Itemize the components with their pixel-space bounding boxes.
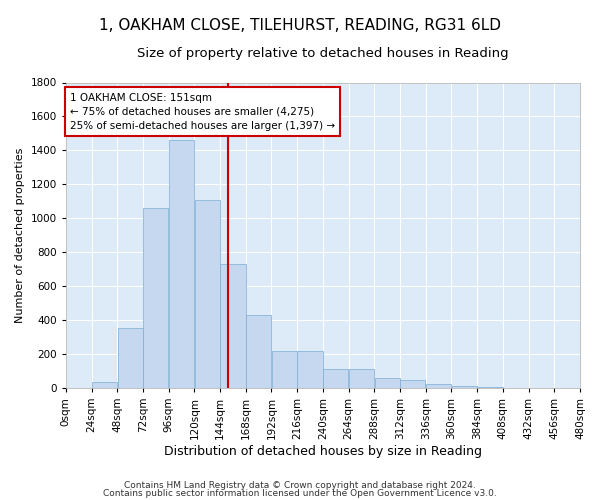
Bar (220, 264, 245, 388)
Bar (272, 352, 297, 388)
Text: Contains HM Land Registry data © Crown copyright and database right 2024.: Contains HM Land Registry data © Crown c… (124, 480, 476, 490)
Y-axis label: Number of detached properties: Number of detached properties (15, 148, 25, 323)
Bar (323, 369, 349, 388)
Bar (169, 140, 194, 388)
Bar (400, 380, 425, 388)
Bar (143, 208, 169, 388)
Text: 1, OAKHAM CLOSE, TILEHURST, READING, RG31 6LD: 1, OAKHAM CLOSE, TILEHURST, READING, RG3… (99, 18, 501, 32)
Text: 1 OAKHAM CLOSE: 151sqm
← 75% of detached houses are smaller (4,275)
25% of semi-: 1 OAKHAM CLOSE: 151sqm ← 75% of detached… (70, 92, 335, 130)
Bar (92, 382, 117, 388)
Bar (194, 200, 220, 388)
Bar (374, 378, 400, 388)
Bar (426, 384, 451, 388)
Bar (298, 352, 323, 388)
Bar (246, 315, 271, 388)
X-axis label: Distribution of detached houses by size in Reading: Distribution of detached houses by size … (164, 444, 482, 458)
Title: Size of property relative to detached houses in Reading: Size of property relative to detached ho… (137, 48, 509, 60)
Text: Contains public sector information licensed under the Open Government Licence v3: Contains public sector information licen… (103, 490, 497, 498)
Bar (452, 386, 477, 388)
Bar (349, 369, 374, 388)
Bar (478, 387, 503, 388)
Bar (118, 328, 143, 388)
